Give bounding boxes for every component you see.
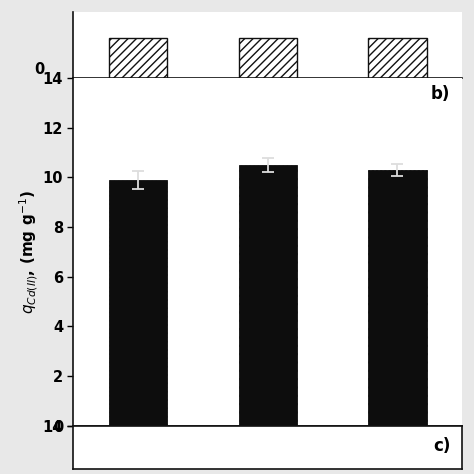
Text: c): c) bbox=[433, 437, 450, 455]
Text: b): b) bbox=[431, 85, 450, 103]
Bar bbox=[238, 165, 297, 426]
Bar bbox=[109, 38, 167, 474]
Bar bbox=[368, 170, 427, 426]
Y-axis label: $q_{Cd(II)}$, (mg g$^{-1}$): $q_{Cd(II)}$, (mg g$^{-1}$) bbox=[18, 190, 40, 314]
Bar bbox=[238, 38, 297, 474]
Bar bbox=[109, 180, 167, 426]
Bar bbox=[368, 38, 427, 474]
Text: 0: 0 bbox=[34, 62, 45, 77]
